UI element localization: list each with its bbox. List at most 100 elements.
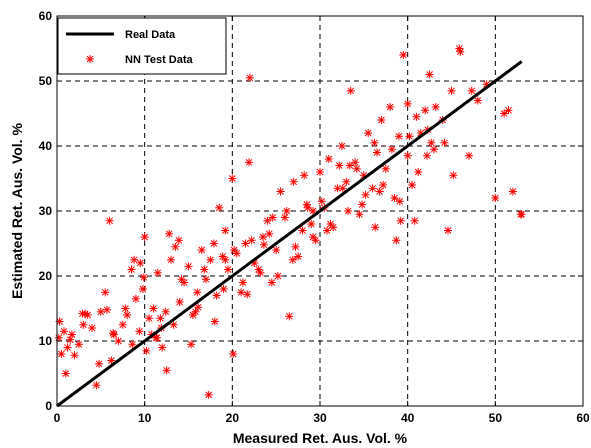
data-point (288, 255, 297, 264)
data-point (121, 304, 130, 313)
data-point (245, 73, 254, 82)
data-point (103, 305, 111, 314)
data-point (344, 207, 353, 215)
data-point (74, 340, 83, 349)
data-point (430, 145, 438, 154)
data-point (377, 116, 386, 124)
data-point (447, 86, 456, 95)
data-point (165, 229, 174, 238)
data-point (247, 236, 256, 245)
data-point (228, 174, 237, 183)
data-point (421, 106, 430, 115)
data-point (200, 265, 209, 274)
data-point (152, 333, 161, 342)
data-point (229, 350, 238, 358)
data-point (307, 220, 316, 228)
data-point (276, 187, 285, 196)
y-tick-label: 20 (39, 269, 53, 283)
y-tick-label: 50 (39, 74, 53, 88)
data-point (282, 207, 291, 215)
data-point (88, 324, 97, 332)
data-point (273, 272, 282, 280)
data-point (128, 340, 137, 349)
data-point (136, 259, 145, 267)
data-point (324, 155, 333, 163)
y-tick-label: 30 (39, 204, 53, 218)
data-point (259, 233, 267, 241)
data-point (96, 307, 105, 316)
x-tick-label: 50 (489, 411, 503, 425)
data-point (317, 197, 326, 206)
data-point (135, 327, 144, 336)
data-point (156, 314, 165, 323)
x-tick-label: 10 (138, 411, 152, 425)
y-tick-label: 60 (39, 9, 53, 23)
x-tick-label: 30 (313, 411, 327, 425)
data-point (345, 161, 354, 170)
data-point (346, 86, 355, 95)
data-point (272, 246, 281, 254)
grid-lines (57, 16, 583, 406)
data-point (175, 298, 184, 306)
data-point (455, 44, 464, 53)
data-point (130, 255, 139, 264)
legend-label-nn-test-data: NN Test Data (125, 54, 194, 66)
data-point (101, 288, 110, 297)
data-point (399, 51, 408, 59)
data-point (364, 129, 373, 137)
data-point (209, 239, 218, 248)
data-point (396, 216, 405, 225)
data-point (412, 112, 421, 121)
data-point (381, 164, 390, 173)
data-point (153, 268, 162, 277)
data-point (238, 278, 247, 287)
x-tick-label: 40 (401, 411, 415, 425)
data-point (291, 242, 300, 251)
data-point (138, 285, 147, 293)
data-point (193, 288, 202, 297)
data-point (342, 177, 351, 186)
data-point (162, 366, 171, 375)
data-point (123, 311, 132, 319)
data-point (508, 187, 517, 196)
data-point (224, 265, 232, 274)
data-point (184, 262, 193, 271)
data-point (256, 268, 265, 277)
data-point (414, 168, 423, 176)
data-point (316, 168, 324, 176)
data-point (215, 203, 224, 212)
data-point (373, 148, 381, 157)
data-point (403, 99, 412, 108)
data-point (370, 138, 379, 147)
data-point (105, 216, 114, 225)
data-point (427, 138, 436, 147)
data-point (139, 273, 148, 282)
data-point (109, 329, 118, 338)
data-point (92, 381, 101, 390)
data-point (118, 320, 127, 329)
data-point (361, 190, 370, 199)
data-point (285, 312, 294, 321)
data-point (504, 106, 513, 115)
data-point (167, 255, 175, 264)
data-point (491, 194, 500, 202)
data-point (63, 343, 72, 352)
data-point (206, 255, 215, 264)
y-tick-label: 0 (45, 399, 52, 413)
x-tick-label: 20 (226, 411, 240, 425)
data-point (114, 337, 123, 345)
legend-box (57, 17, 227, 75)
data-point (265, 229, 274, 238)
data-point (355, 210, 364, 219)
data-point (78, 309, 87, 318)
data-point (204, 390, 213, 399)
data-point (243, 290, 252, 299)
data-point (358, 200, 367, 209)
real-data-line (56, 60, 523, 408)
data-point (60, 327, 68, 336)
data-point (174, 236, 183, 245)
data-point (280, 213, 289, 222)
data-point (423, 151, 431, 160)
